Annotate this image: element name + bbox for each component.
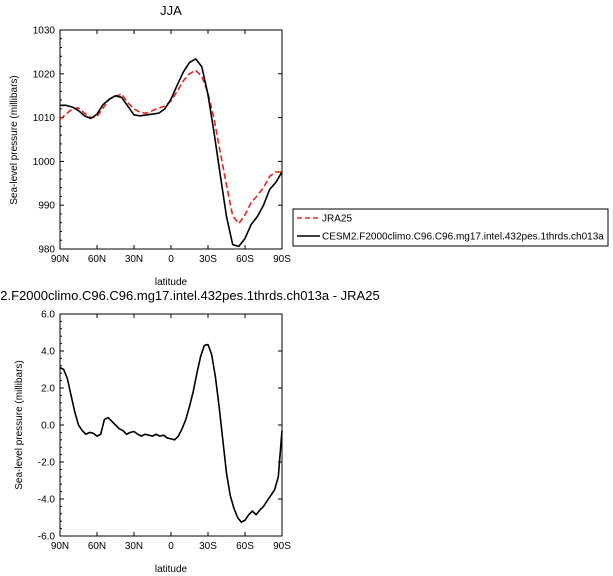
bottom-x-tick-label: 60S: [236, 541, 254, 552]
top-y-tick-label: 1030: [33, 26, 56, 37]
bottom-y-axis-label: Sea-level pressure (millibars): [14, 360, 25, 489]
bottom-chart-title: 2.F2000climo.C96.C96.mg17.intel.432pes.1…: [0, 288, 379, 303]
top-plot-frame: [59, 29, 283, 250]
legend-label-jra25: JRA25: [322, 214, 352, 225]
legend: JRA25 CESM2.F2000climo.C96.C96.mg17.inte…: [292, 208, 609, 247]
top-x-tick-label: 30S: [199, 254, 217, 265]
bottom-x-tick-label: 90N: [51, 541, 69, 552]
bottom-y-tick-label: 0.0: [41, 421, 55, 432]
top-x-tick-label: 90N: [51, 254, 69, 265]
legend-label-cesm2: CESM2.F2000climo.C96.C96.mg17.intel.432p…: [322, 232, 604, 243]
bottom-y-axis: -6.0 -4.0 -2.0 0.0 2.0 4.0 6.0: [38, 310, 282, 543]
bottom-x-tick-label: 90S: [273, 541, 291, 552]
legend-box: [292, 208, 609, 247]
top-series-lines: [59, 58, 283, 248]
top-y-tick-label: 1000: [33, 157, 56, 168]
bottom-x-axis: 90N 60N 30N 0 30S 60S 90S: [51, 314, 291, 552]
bottom-y-tick-label: -2.0: [38, 458, 56, 469]
bottom-plot-frame: [59, 313, 283, 537]
top-chart-title: JJA: [160, 3, 182, 18]
bottom-x-tick-label: 30S: [199, 541, 217, 552]
top-x-axis: 90N 60N 30N 0 30S 60S 90S: [51, 30, 291, 265]
top-x-axis-label: latitude: [155, 277, 188, 288]
bottom-x-tick-label: 30N: [125, 541, 143, 552]
bottom-x-axis-label: latitude: [155, 564, 188, 575]
bottom-y-tick-label: 6.0: [41, 310, 55, 321]
top-y-axis: 980 990 1000 1010 1020 1030: [33, 26, 282, 256]
bottom-y-tick-label: -6.0: [38, 532, 56, 543]
top-panel: JJA 90N 60N 30N 0 30S 60S 90S 980 990 1000 1010 10…: [9, 3, 291, 288]
bottom-x-tick-label: 0: [168, 541, 174, 552]
bottom-series-lines: [59, 343, 283, 523]
top-x-tick-label: 30N: [125, 254, 143, 265]
top-x-tick-label: 0: [168, 254, 174, 265]
bottom-y-tick-label: 2.0: [41, 384, 55, 395]
bottom-y-tick-label: 4.0: [41, 347, 55, 358]
bottom-panel: 2.F2000climo.C96.C96.mg17.intel.432pes.1…: [0, 288, 379, 575]
top-series-line-1: [60, 58, 283, 248]
top-x-tick-label: 60N: [88, 254, 106, 265]
top-x-tick-label: 60S: [236, 254, 254, 265]
bottom-x-tick-label: 60N: [88, 541, 106, 552]
bottom-series-line-0: [59, 343, 283, 523]
bottom-y-tick-label: -4.0: [38, 495, 56, 506]
top-y-axis-label: Sea-level pressure (millibars): [9, 75, 20, 204]
top-y-tick-label: 980: [38, 245, 55, 256]
top-y-tick-label: 1020: [33, 69, 56, 80]
top-series-line-0: [59, 69, 282, 225]
top-y-tick-label: 1010: [33, 113, 56, 124]
top-x-tick-label: 90S: [273, 254, 291, 265]
top-y-tick-label: 990: [38, 201, 55, 212]
